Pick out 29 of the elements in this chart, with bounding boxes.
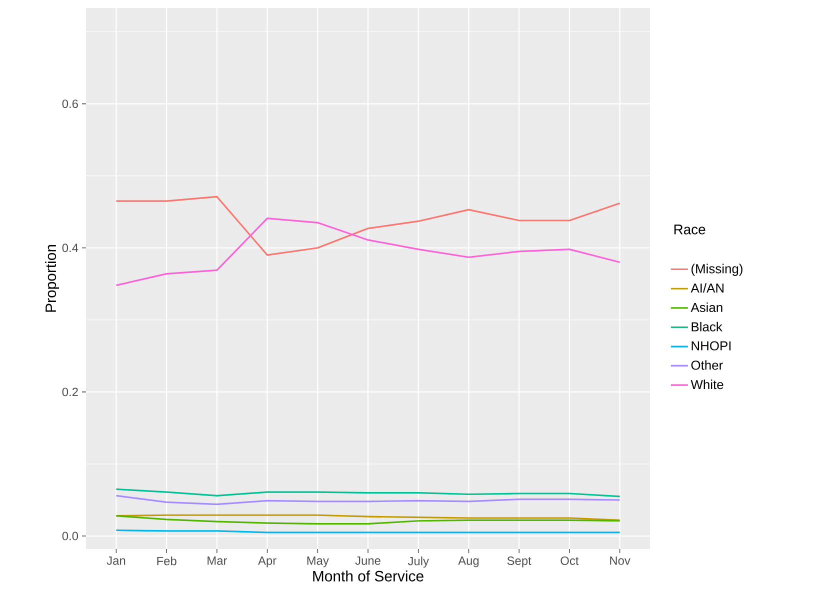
- legend-label: AI/AN: [690, 283, 724, 293]
- y-tick-label: 0.2: [62, 388, 78, 396]
- x-tick-label: Feb: [157, 556, 176, 566]
- legend-label: (Missing): [692, 264, 742, 276]
- x-tick-label: Mar: [208, 556, 228, 565]
- x-tick-label: May: [307, 556, 329, 568]
- legend-label: Other: [691, 360, 723, 370]
- x-axis-title: Month of Service: [313, 570, 424, 582]
- legend-label: NHOPI: [692, 341, 731, 350]
- line-series: [115, 494, 621, 506]
- x-tick-label: June: [355, 556, 380, 565]
- legend-label: White: [690, 380, 724, 390]
- legend-title: Race: [674, 224, 706, 234]
- y-axis-title: Proportion: [45, 244, 60, 312]
- x-tick-label: July: [408, 556, 429, 568]
- y-tick-label: 0.6: [62, 100, 78, 108]
- y-tick-label: 0.0: [62, 532, 78, 540]
- x-tick-label: Jan: [106, 556, 126, 565]
- x-tick-label: Oct: [560, 556, 579, 565]
- x-tick-label: Sept: [507, 556, 532, 568]
- x-tick-label: Nov: [610, 556, 630, 565]
- y-tick-label: 0.4: [62, 244, 78, 252]
- x-tick-label: Aug: [458, 556, 479, 568]
- line-series: [115, 488, 621, 498]
- line-series: [115, 196, 621, 256]
- legend-label: Asian: [690, 302, 722, 312]
- x-tick-label: Apr: [258, 556, 276, 568]
- legend-label: Black: [692, 322, 722, 332]
- line-series: [115, 218, 621, 286]
